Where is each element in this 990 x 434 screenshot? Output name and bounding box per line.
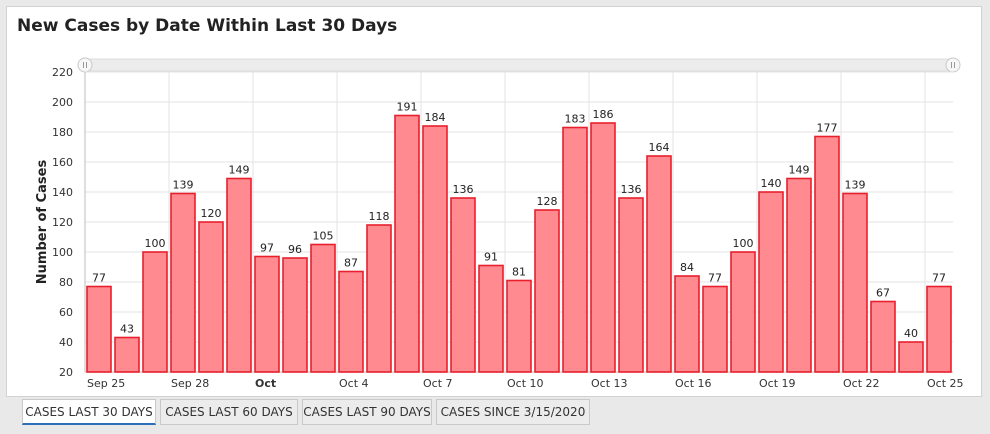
bar [478, 264, 504, 373]
x-tick-label: Oct 22 [843, 377, 880, 390]
data-label: 118 [369, 210, 390, 223]
bar [842, 192, 868, 373]
data-label: 186 [593, 108, 614, 121]
bar [198, 221, 224, 373]
x-tick-label: Oct 19 [759, 377, 796, 390]
data-label: 120 [201, 207, 222, 220]
bar [534, 209, 560, 373]
y-tick-label: 140 [52, 186, 73, 199]
data-label: 177 [817, 122, 838, 135]
bar-chart: 20 40 60 80 100 120 140 160 180 200 220 77 43 100 139 1… [35, 57, 964, 390]
y-tick-label: 120 [52, 216, 73, 229]
tab-cases-last-60-days[interactable]: CASES LAST 60 DAYS [160, 399, 298, 425]
data-label: 77 [932, 272, 946, 285]
bar [282, 257, 308, 373]
bar [562, 126, 588, 373]
bar [674, 275, 700, 373]
x-tick-label: Oct 10 [507, 377, 544, 390]
x-tick-label: Sep 28 [171, 377, 209, 390]
data-label: 105 [313, 230, 334, 243]
data-label: 183 [565, 113, 586, 126]
bar [814, 135, 840, 373]
data-label: 40 [904, 327, 918, 340]
data-label: 128 [537, 195, 558, 208]
bar [898, 341, 924, 373]
x-tick-label: Oct 4 [339, 377, 369, 390]
data-label: 81 [512, 266, 526, 279]
y-tick-label: 160 [52, 156, 73, 169]
bar [618, 197, 644, 373]
bar [394, 114, 420, 373]
bar [646, 155, 672, 373]
data-label: 184 [425, 111, 446, 124]
y-tick-label: 80 [59, 276, 73, 289]
bar [758, 191, 784, 373]
y-tick-label: 60 [59, 306, 73, 319]
bar [786, 177, 812, 373]
x-tick-label: Oct 16 [675, 377, 712, 390]
grip-handle-icon[interactable] [77, 57, 93, 73]
bar [870, 300, 896, 373]
bar [114, 336, 140, 373]
data-label: 140 [761, 177, 782, 190]
data-label: 149 [229, 164, 250, 177]
data-label: 191 [397, 101, 418, 114]
x-tick-label: Oct [255, 377, 276, 390]
y-tick-label: 20 [59, 366, 73, 379]
data-label: 136 [621, 183, 642, 196]
data-label: 96 [288, 243, 302, 256]
bar [142, 251, 168, 373]
y-axis-title: Number of Cases [35, 160, 50, 285]
data-label: 136 [453, 183, 474, 196]
y-tick-label: 180 [52, 126, 73, 139]
bar [86, 285, 112, 373]
data-label: 97 [260, 242, 274, 255]
data-label: 139 [173, 179, 194, 192]
data-label: 43 [120, 323, 134, 336]
tab-cases-since-3-15-2020[interactable]: CASES SINCE 3/15/2020 [436, 399, 590, 425]
bar [702, 285, 728, 373]
bar [730, 251, 756, 373]
bar [926, 285, 952, 373]
bar [450, 197, 476, 373]
bar [422, 125, 448, 373]
range-scrollbar [84, 58, 954, 72]
y-tick-label: 40 [59, 336, 73, 349]
data-label: 84 [680, 261, 694, 274]
data-label: 139 [845, 179, 866, 192]
y-tick-label: 100 [52, 246, 73, 259]
data-label: 67 [876, 287, 890, 300]
tab-cases-last-90-days[interactable]: CASES LAST 90 DAYS [302, 399, 432, 425]
data-label: 164 [649, 141, 670, 154]
bar [338, 270, 364, 373]
grip-handle-icon[interactable] [945, 57, 961, 73]
x-tick-label: Oct 25 [927, 377, 964, 390]
chart-title: New Cases by Date Within Last 30 Days [17, 16, 398, 36]
x-tick-label: Oct 13 [591, 377, 628, 390]
data-label: 77 [708, 272, 722, 285]
bar [506, 279, 532, 373]
data-label: 87 [344, 257, 358, 270]
tab-cases-last-30-days[interactable]: CASES LAST 30 DAYS [22, 399, 156, 425]
bar [310, 243, 336, 373]
data-label: 100 [145, 237, 166, 250]
x-tick-label: Sep 25 [87, 377, 125, 390]
data-label: 100 [733, 237, 754, 250]
bar [366, 224, 392, 373]
bar [254, 255, 280, 373]
data-label: 77 [92, 272, 106, 285]
bar [590, 122, 616, 373]
data-label: 149 [789, 164, 810, 177]
y-tick-label: 200 [52, 96, 73, 109]
bar [226, 177, 252, 373]
data-label: 91 [484, 251, 498, 264]
bar [170, 192, 196, 373]
x-tick-label: Oct 7 [423, 377, 453, 390]
y-tick-label: 220 [52, 66, 73, 79]
